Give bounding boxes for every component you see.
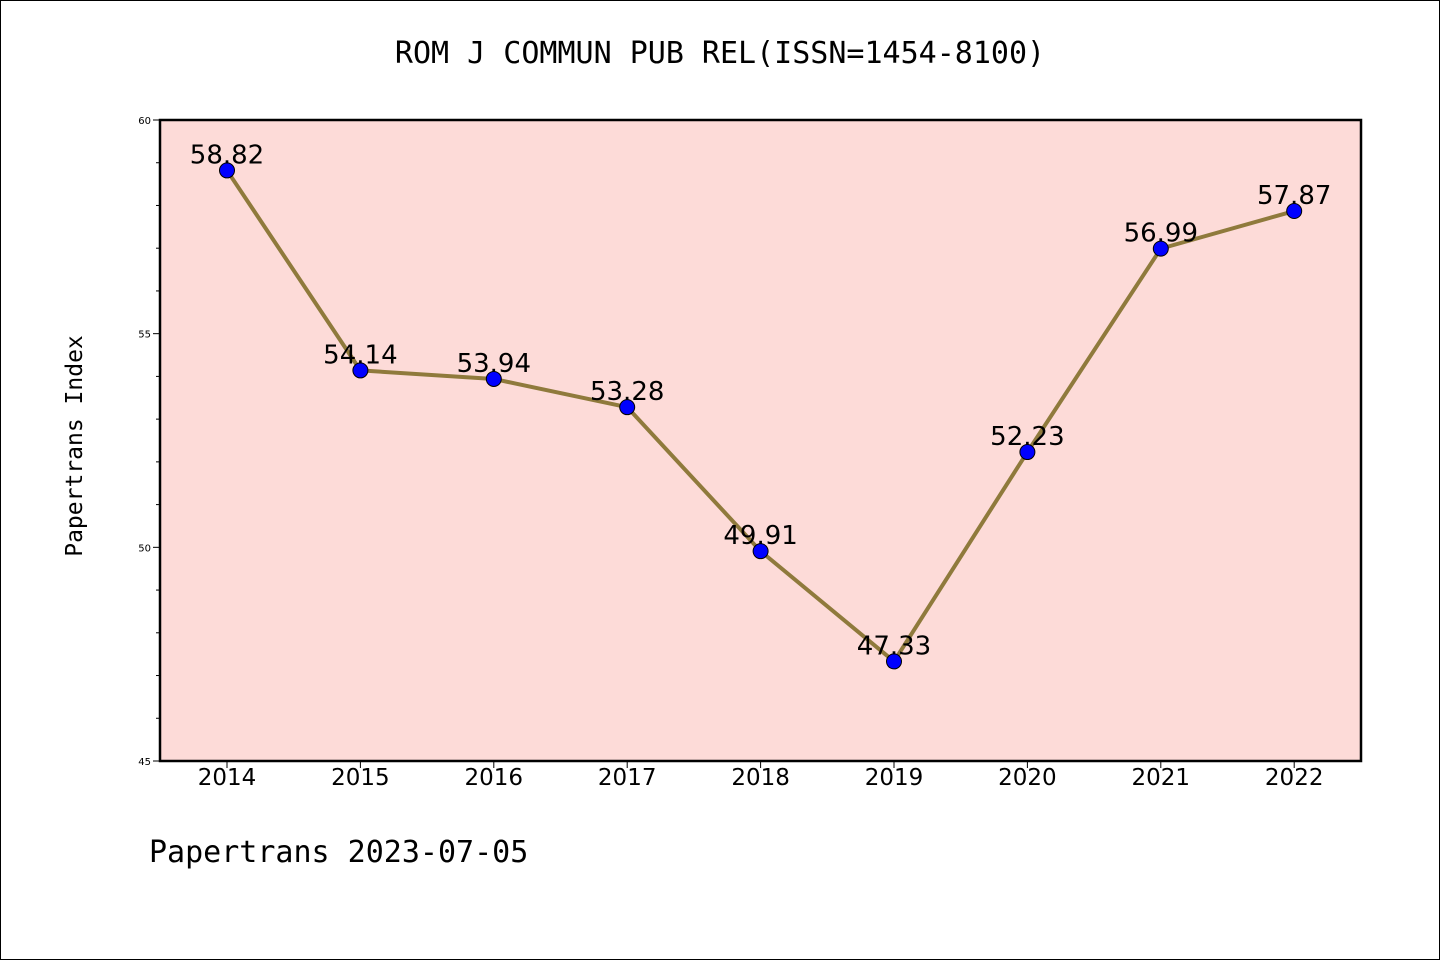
data-label: 58.82 [190,140,264,170]
data-point [886,653,902,670]
x-tick-label: 2016 [465,765,524,791]
y-tick-label: 50 [138,543,151,554]
data-point [1152,240,1169,257]
data-label: 52.23 [990,422,1064,452]
data-label: 56.99 [1124,219,1198,249]
x-tick-label: 2014 [198,765,257,791]
x-tick-label: 2021 [1132,765,1191,791]
data-label: 57.87 [1257,181,1331,211]
data-label: 53.28 [590,377,664,407]
data-labels: 58.82 54.14 53.94 53.28 49.91 47.33 52.23 56.99… [190,140,1332,661]
y-tick-label: 55 [138,330,151,341]
data-point [619,399,636,416]
y-axis-ticks: 45 50 55 60 [138,116,160,768]
data-label: 49.91 [723,521,797,551]
plot-area [158,118,1363,763]
data-label: 54.14 [323,340,397,370]
data-label: 53.94 [457,349,531,379]
x-tick-label: 2019 [865,765,924,791]
data-point [1019,444,1036,461]
chart-title: ROM J COMMUN PUB REL(ISSN=1454-8100) [394,36,1046,71]
data-point [1286,203,1303,220]
data-point [485,370,502,387]
x-tick-label: 2022 [1265,765,1324,791]
x-tick-label: 2017 [598,765,657,791]
footer-text: Papertrans 2023-07-05 [149,835,529,870]
x-axis-ticks: 2014 2015 2016 2017 2018 2019 2020 2021 2022 [198,761,1324,791]
data-point [752,543,769,560]
data-point [219,162,235,179]
y-tick-label: 60 [138,116,151,127]
y-minor-ticks [156,162,160,719]
data-label: 47.33 [857,631,931,661]
data-point [352,362,369,379]
x-tick-label: 2018 [731,765,790,791]
x-tick-label: 2015 [331,765,390,791]
series-group [219,162,1303,670]
x-tick-label: 2020 [998,765,1057,791]
y-tick-label: 45 [138,757,151,768]
